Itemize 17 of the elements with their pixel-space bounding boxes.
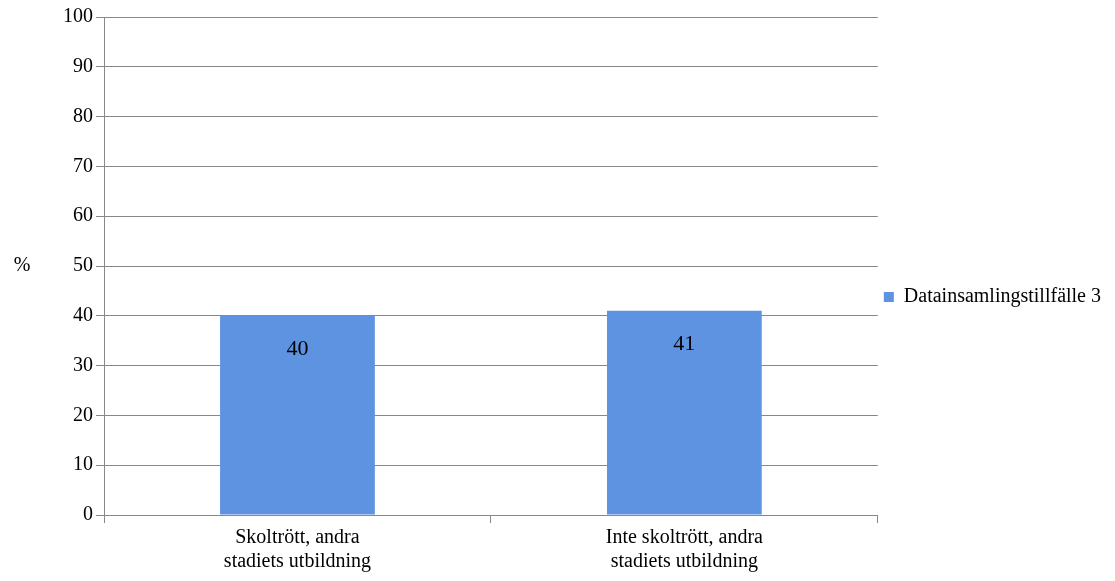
y-tick-label: 30 — [73, 352, 93, 375]
y-tick-label: 0 — [83, 502, 93, 525]
y-tick-label: 80 — [73, 103, 93, 126]
data-label: 41 — [673, 329, 696, 355]
x-tick-label: Skoltrött, andra stadiets utbildning — [223, 525, 372, 573]
y-tick-label: 40 — [73, 303, 93, 326]
y-tick-label: 20 — [73, 402, 93, 425]
y-tick-label: 70 — [73, 153, 93, 176]
y-tick-label: 60 — [73, 203, 93, 226]
legend-label: Datainsamlingstillfälle 3 — [903, 284, 1102, 308]
y-axis-title: % — [13, 253, 31, 276]
y-tick-label: 50 — [73, 253, 93, 276]
y-tick-label: 100 — [63, 4, 93, 27]
y-tick-label: 10 — [73, 452, 93, 475]
data-label: 40 — [286, 334, 309, 360]
y-tick-label: 90 — [73, 54, 93, 77]
x-tick-label: Inte skoltrött, andra stadiets utbildning — [605, 525, 764, 573]
